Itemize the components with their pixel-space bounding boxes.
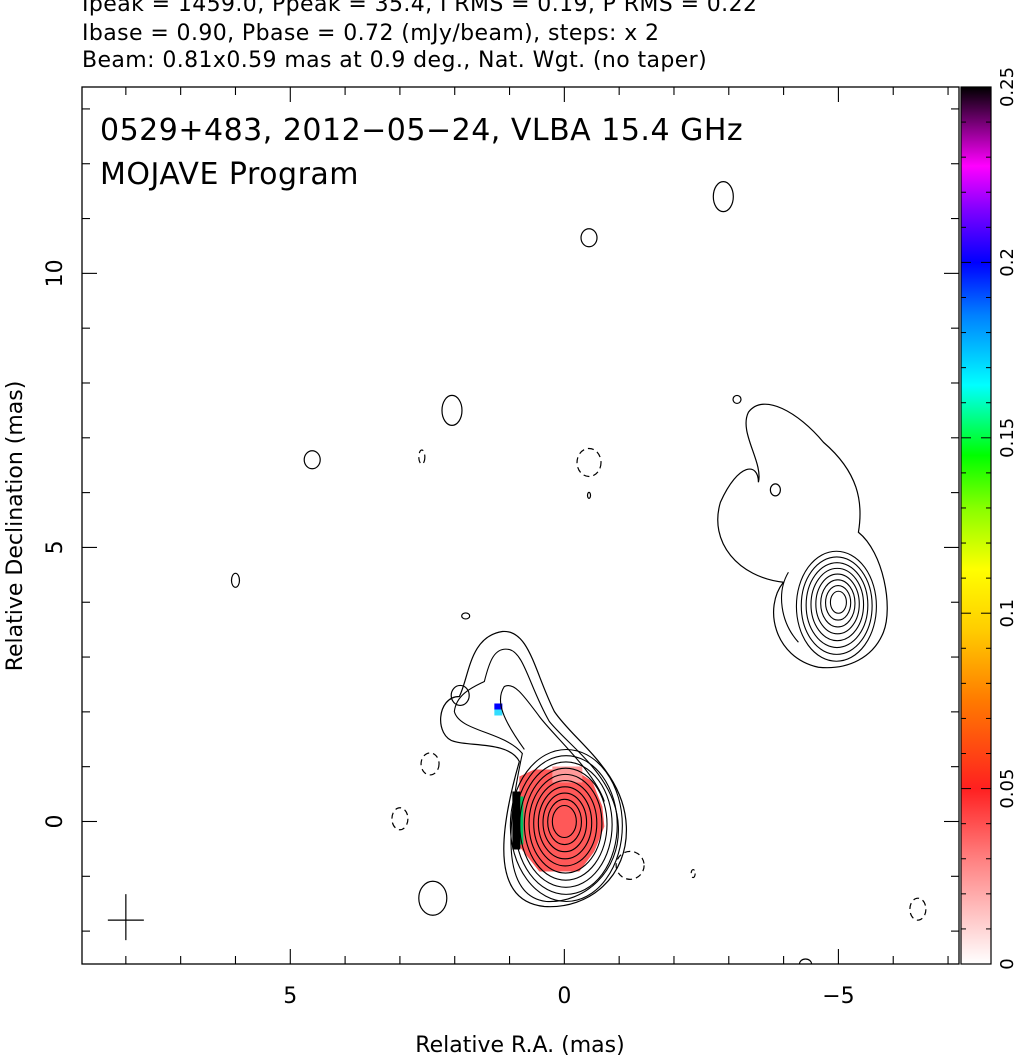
contour-island (230, 572, 241, 588)
polarization-edge-dark (512, 791, 521, 850)
polarization-pixel-cyan (494, 709, 503, 716)
core-contour (551, 804, 577, 839)
secondary-contour (800, 556, 873, 655)
header-base-line: Ibase = 0.90, Pbase = 0.72 (mJy/beam), s… (82, 21, 660, 46)
header-beam-line: Beam: 0.81x0.59 mas at 0.9 deg., Nat. Wg… (82, 48, 708, 73)
polarization-patch (519, 769, 605, 872)
contour-island (586, 491, 592, 499)
colorbar (961, 87, 991, 964)
header-stats-line: Ipeak = 1459.0, Ppeak = 35.4, I RMS = 0.… (82, 0, 758, 17)
core-contour (533, 780, 598, 867)
program-annotation: MOJAVE Program (100, 157, 359, 192)
contour-island (769, 483, 781, 497)
secondary-contour (820, 579, 856, 628)
colorbar-tick-label: 0.25 (997, 67, 1018, 107)
jet-third-contour (499, 684, 605, 802)
colorbar-tick-label: 0.1 (997, 599, 1018, 628)
y-tick-label: 10 (43, 259, 68, 287)
secondary-side-contour (781, 571, 799, 643)
jet-second-contour (453, 648, 619, 903)
colorbar-tick-label: 0.05 (997, 769, 1018, 809)
colorbar-tick-label: 0 (997, 958, 1018, 969)
contour-island (798, 958, 813, 964)
negative-contour (418, 449, 426, 465)
y-tick-label: 0 (43, 814, 68, 828)
contour-island (450, 684, 470, 707)
core-contour (523, 767, 608, 881)
negative-contour (420, 752, 440, 776)
secondary-contour (825, 584, 852, 621)
axis-ticks: 5 0 −5 0 5 10 (43, 87, 959, 1009)
negative-contour (690, 868, 696, 879)
polarization-edge-green (520, 796, 524, 845)
secondary-contour (829, 590, 847, 614)
secondary-contour (795, 550, 877, 662)
secondary-outer-contour (717, 403, 888, 669)
jet-outer-contour (440, 630, 627, 908)
colorbar-tick-label: 0.2 (997, 248, 1018, 277)
colorbar-frame (960, 86, 992, 965)
map-layer (107, 181, 927, 964)
negative-contour (615, 850, 645, 880)
contour-island (303, 450, 321, 470)
core-contour (514, 755, 618, 895)
y-axis-label: Relative Declination (mas) (3, 381, 28, 672)
core-contour (519, 761, 613, 888)
contour-island (441, 394, 463, 426)
plot-frame (81, 86, 960, 965)
contour-island (418, 880, 448, 916)
x-tick-label: −5 (822, 984, 854, 1009)
secondary-contour (805, 562, 869, 649)
negative-contour (576, 447, 602, 478)
contour-island (461, 612, 471, 620)
polarization-pixel-blue (494, 703, 503, 710)
core-contour (547, 798, 583, 846)
x-axis-label: Relative R.A. (mas) (415, 1033, 624, 1058)
colorbar-ticks: 0 0.05 0.1 0.15 0.2 0.25 (961, 67, 1018, 970)
negative-contour (391, 807, 409, 831)
secondary-contour (815, 573, 860, 635)
x-tick-label: 0 (557, 984, 571, 1009)
source-annotation: 0529+483, 2012−05−24, VLBA 15.4 GHz (100, 113, 743, 148)
contour-island (580, 228, 598, 248)
core-contour (528, 773, 603, 874)
x-tick-label: 5 (283, 984, 297, 1009)
negative-contour (909, 897, 927, 921)
y-tick-label: 5 (43, 540, 68, 554)
core-contour (542, 792, 588, 853)
colorbar-tick-label: 0.15 (997, 418, 1018, 458)
core-contour (509, 748, 623, 903)
contour-island (732, 394, 742, 405)
secondary-contour (810, 567, 865, 642)
contour-island (712, 181, 734, 213)
core-contour (537, 786, 593, 860)
